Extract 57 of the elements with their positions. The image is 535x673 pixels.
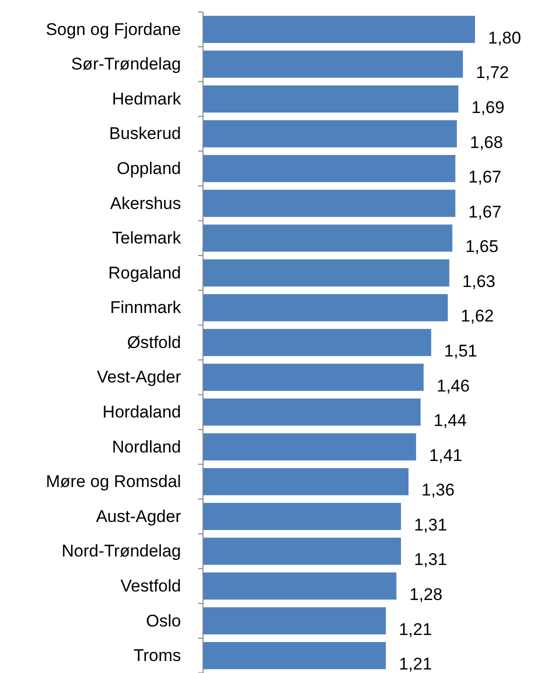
bar bbox=[203, 50, 463, 78]
data-label: 1,46 bbox=[436, 376, 470, 396]
y-tick-label: Hordaland bbox=[102, 402, 181, 422]
bar bbox=[203, 294, 448, 322]
bar bbox=[203, 120, 457, 148]
y-tick-label: Akershus bbox=[110, 194, 181, 213]
y-tick-label: Møre og Romsdal bbox=[46, 472, 181, 492]
data-label: 1,63 bbox=[462, 272, 496, 291]
bar bbox=[203, 364, 424, 391]
data-label: 1,80 bbox=[488, 28, 522, 48]
data-label: 1,44 bbox=[434, 411, 467, 430]
data-label: 1,69 bbox=[471, 98, 504, 117]
y-tick-label: Vest-Agder bbox=[96, 368, 182, 387]
bar bbox=[203, 433, 416, 460]
data-label: 1,31 bbox=[414, 550, 448, 570]
data-label: 1,28 bbox=[409, 585, 443, 604]
y-tick-label: Rogaland bbox=[108, 263, 181, 282]
bar bbox=[203, 642, 386, 670]
bar bbox=[203, 538, 401, 565]
bar bbox=[203, 398, 421, 426]
y-tick-label: Troms bbox=[133, 646, 181, 666]
data-label: 1,21 bbox=[398, 654, 432, 673]
y-tick-label: Østfold bbox=[127, 332, 181, 352]
bar bbox=[203, 607, 386, 634]
data-label: 1,41 bbox=[429, 446, 462, 465]
data-label: 1,68 bbox=[470, 132, 503, 152]
y-tick-label: Nord-Trøndelag bbox=[62, 542, 181, 561]
y-tick-label: Telemark bbox=[112, 228, 182, 248]
data-label: 1,67 bbox=[468, 202, 502, 222]
bar bbox=[203, 85, 458, 113]
y-tick-label: Buskerud bbox=[109, 124, 181, 144]
data-label: 1,67 bbox=[468, 168, 502, 187]
y-tick-label: Vestfold bbox=[120, 576, 181, 596]
data-label: 1,65 bbox=[465, 237, 498, 256]
y-tick-label: Sogn og Fjordane bbox=[46, 20, 181, 39]
data-label: 1,21 bbox=[398, 620, 432, 639]
data-label: 1,72 bbox=[476, 63, 510, 82]
data-label: 1,51 bbox=[444, 342, 478, 360]
bar bbox=[203, 502, 401, 530]
bar bbox=[203, 259, 450, 286]
bar bbox=[203, 16, 475, 43]
y-tick-label: Hedmark bbox=[112, 89, 182, 108]
data-label: 1,62 bbox=[460, 306, 494, 326]
data-label: 1,36 bbox=[422, 480, 455, 500]
bar bbox=[203, 468, 409, 496]
bar bbox=[203, 328, 432, 356]
y-tick-label: Oslo bbox=[146, 611, 181, 630]
y-tick-label: Finnmark bbox=[110, 298, 182, 318]
bar bbox=[203, 572, 396, 600]
bar bbox=[203, 190, 456, 217]
data-label: 1,31 bbox=[414, 515, 448, 534]
y-tick-label: Oppland bbox=[116, 158, 181, 178]
y-tick-label: Sør-Trøndelag bbox=[71, 54, 181, 74]
y-tick-label: Aust-Agder bbox=[96, 506, 182, 526]
bar bbox=[203, 224, 452, 252]
bar bbox=[203, 154, 456, 182]
y-tick-label: Nordland bbox=[112, 437, 181, 456]
